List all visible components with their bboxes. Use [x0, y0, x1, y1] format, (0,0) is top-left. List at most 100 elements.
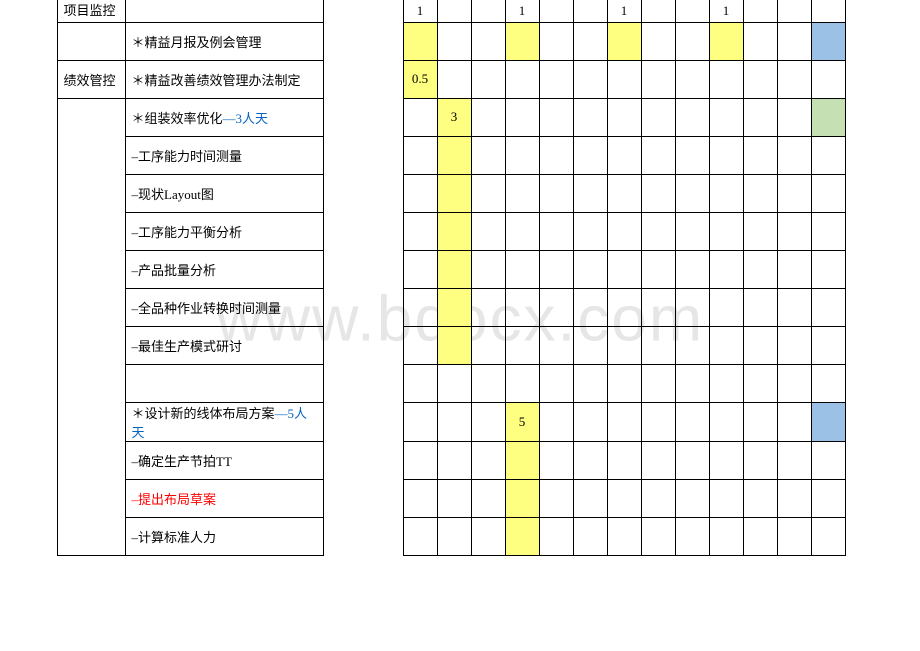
- grid-cell: [641, 517, 675, 555]
- desc-cell: ＊组装效率优化—3人天: [125, 98, 323, 136]
- grid-cell: [471, 212, 505, 250]
- grid-cell: [675, 212, 709, 250]
- category-cell: [57, 402, 125, 441]
- tail-cell: [777, 479, 811, 517]
- row-header-partial: 项目监控 1111: [0, 0, 845, 22]
- grid-cell: [709, 479, 743, 517]
- tail-cell: [777, 250, 811, 288]
- grid-cell: [641, 0, 675, 22]
- table-row: ＊组装效率优化—3人天 3: [0, 98, 845, 136]
- grid-cell: [437, 517, 471, 555]
- desc-cell: [125, 364, 323, 402]
- category-cell: [57, 250, 125, 288]
- grid-cell: [743, 364, 777, 402]
- tail-cell: [811, 364, 845, 402]
- grid-cell: [403, 288, 437, 326]
- tail-cell: [777, 288, 811, 326]
- grid-cell: [505, 212, 539, 250]
- lead1: [0, 364, 57, 402]
- category-cell: [57, 288, 125, 326]
- lead1: [0, 517, 57, 555]
- grid-cell: [709, 364, 743, 402]
- grid-cell: [437, 136, 471, 174]
- plan-table: 项目监控 1111 ＊精益月报及例会管理绩效管控＊精益改善绩效管理办法制定0.5…: [0, 0, 846, 556]
- desc-cell: ＊精益月报及例会管理: [125, 22, 323, 60]
- tail-cell: [777, 0, 811, 22]
- grid-cell: [437, 479, 471, 517]
- gap: [323, 326, 403, 364]
- grid-cell: [607, 326, 641, 364]
- table-row: –产品批量分析: [0, 250, 845, 288]
- grid-cell: [505, 288, 539, 326]
- grid-cell: [437, 364, 471, 402]
- grid-cell: [743, 441, 777, 479]
- lead1: [0, 60, 57, 98]
- table-row: –工序能力时间测量: [0, 136, 845, 174]
- grid-cell: [403, 479, 437, 517]
- table-row: –确定生产节拍TT: [0, 441, 845, 479]
- grid-cell: [403, 250, 437, 288]
- gap: [323, 441, 403, 479]
- grid-cell: [573, 0, 607, 22]
- grid-cell: [403, 402, 437, 441]
- grid-cell: [505, 22, 539, 60]
- grid-cell: [539, 60, 573, 98]
- desc-cell: [125, 0, 323, 22]
- lead1: [0, 402, 57, 441]
- gap: [323, 22, 403, 60]
- grid-cell: [539, 22, 573, 60]
- grid-cell: [743, 136, 777, 174]
- tail-cell: [811, 212, 845, 250]
- category-cell: 项目监控: [57, 0, 125, 22]
- grid-cell: [641, 364, 675, 402]
- grid-cell: [403, 441, 437, 479]
- grid-cell: [709, 98, 743, 136]
- grid-cell: [471, 250, 505, 288]
- lead1: [0, 136, 57, 174]
- desc-cell: –全品种作业转换时间测量: [125, 288, 323, 326]
- desc-cell: –产品批量分析: [125, 250, 323, 288]
- grid-cell: [641, 441, 675, 479]
- grid-cell: [743, 212, 777, 250]
- tail-cell: [811, 0, 845, 22]
- grid-cell: [403, 136, 437, 174]
- grid-cell: [505, 136, 539, 174]
- grid-cell: [403, 174, 437, 212]
- tail-cell: [777, 364, 811, 402]
- grid-cell: [675, 517, 709, 555]
- grid-cell: [573, 402, 607, 441]
- grid-cell: [675, 479, 709, 517]
- lead1: [0, 288, 57, 326]
- grid-cell: 3: [437, 98, 471, 136]
- grid-cell: [437, 22, 471, 60]
- grid-cell: [403, 212, 437, 250]
- grid-cell: [607, 174, 641, 212]
- table-row: 绩效管控＊精益改善绩效管理办法制定0.5: [0, 60, 845, 98]
- table-row: –工序能力平衡分析: [0, 212, 845, 250]
- lead1: [0, 479, 57, 517]
- grid-cell: [471, 441, 505, 479]
- grid-cell: [573, 174, 607, 212]
- grid-cell: [743, 250, 777, 288]
- desc-cell: –计算标准人力: [125, 517, 323, 555]
- grid-cell: [539, 212, 573, 250]
- gap: [323, 479, 403, 517]
- grid-cell: [675, 60, 709, 98]
- gap: [323, 136, 403, 174]
- tail-cell: [777, 517, 811, 555]
- grid-cell: [573, 441, 607, 479]
- grid-cell: [641, 60, 675, 98]
- grid-cell: [437, 441, 471, 479]
- grid-cell: [675, 174, 709, 212]
- grid-cell: [505, 326, 539, 364]
- grid-cell: [505, 479, 539, 517]
- grid-cell: [573, 136, 607, 174]
- grid-cell: [641, 402, 675, 441]
- grid-cell: [437, 174, 471, 212]
- grid-cell: 0.5: [403, 60, 437, 98]
- grid-cell: [471, 136, 505, 174]
- grid-cell: [573, 326, 607, 364]
- grid-cell: [641, 98, 675, 136]
- grid-cell: [437, 0, 471, 22]
- category-cell: [57, 326, 125, 364]
